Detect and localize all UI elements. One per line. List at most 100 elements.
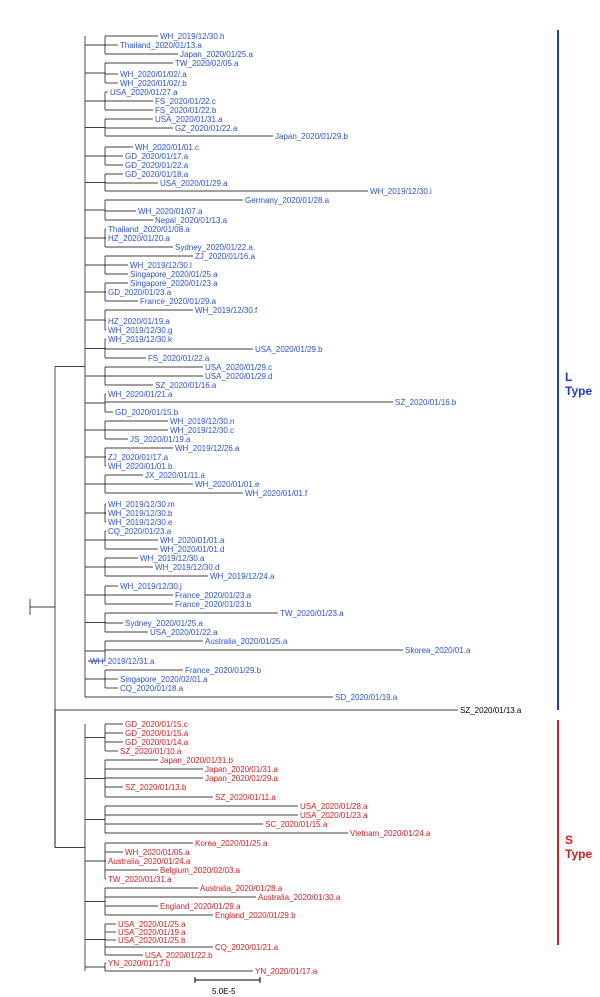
tip-label: Singapore_2020/02/01.a bbox=[120, 675, 208, 684]
tip-label: France_2020/01/23.a bbox=[175, 591, 251, 600]
tip-label: CQ_2020/01/23.a bbox=[108, 527, 171, 536]
tip-label: SZ_2020/01/13.a bbox=[460, 706, 521, 715]
tip-label: Australia_2020/01/30.a bbox=[258, 893, 340, 902]
tip-label: Japan_2020/01/31.b bbox=[160, 756, 233, 765]
tip-label: USA_2020/01/29.a bbox=[160, 179, 228, 188]
tip-label: TW_2020/01/31.a bbox=[108, 875, 172, 884]
tip-label: GD_2020/01/15.a bbox=[125, 729, 188, 738]
tip-label: WH_2020/01/01.d bbox=[160, 545, 225, 554]
tip-label: WH_2020/01/01.e bbox=[195, 480, 260, 489]
s-type-label: S Type bbox=[565, 833, 600, 861]
tip-label: WH_2020/01/01.a bbox=[160, 536, 225, 545]
tip-label: WH_2019/12/30.h bbox=[160, 32, 225, 41]
tip-label: WH_2020/01/02/.a bbox=[120, 70, 187, 79]
tip-label: USA_2020/01/28.a bbox=[300, 802, 368, 811]
tip-label: Australia_2020/01/25.a bbox=[205, 637, 287, 646]
tip-label: USA_2020/01/25.b bbox=[118, 936, 186, 945]
tip-label: USA_2020/01/29.d bbox=[205, 372, 273, 381]
tip-label: GD_2020/01/18.a bbox=[125, 170, 188, 179]
tip-label: Korea_2020/01/25.a bbox=[195, 839, 268, 848]
tip-label: CQ_2020/01/21.a bbox=[215, 943, 278, 952]
tip-label: Skorea_2020/01.a bbox=[405, 646, 470, 655]
tip-label: Belgium_2020/02/03.a bbox=[160, 866, 240, 875]
tip-label: WH_2019/12/30.l bbox=[130, 261, 192, 270]
tip-label: Singapore_2020/01/25.a bbox=[130, 270, 218, 279]
tip-label: USA_2020/01/27.a bbox=[110, 88, 178, 97]
phylo-tree-svg bbox=[0, 0, 600, 997]
tip-label: SZ_2020/01/13.b bbox=[125, 783, 186, 792]
tip-label: WH_2020/01/01.f bbox=[245, 489, 307, 498]
tip-label: GD_2020/01/23.a bbox=[108, 288, 171, 297]
tip-label: England_2020/01/29.a bbox=[160, 902, 241, 911]
tip-label: WH_2020/01/21.a bbox=[108, 390, 173, 399]
tip-label: Sydney_2020/01/22.a bbox=[175, 243, 253, 252]
tip-label: TW_2020/01/23.a bbox=[280, 609, 344, 618]
tip-label: WH_2019/12/30.j bbox=[120, 582, 182, 591]
tip-label: England_2020/01/29.b bbox=[215, 911, 296, 920]
l-type-label: L Type bbox=[565, 370, 600, 398]
tip-label: JS_2020/01/19.a bbox=[130, 435, 191, 444]
tip-label: WH_2019/12/30.g bbox=[108, 326, 173, 335]
tip-label: WH_2020/01/01.c bbox=[135, 143, 199, 152]
tip-label: WH_2019/12/30.e bbox=[108, 518, 173, 527]
tip-label: Australia_2020/01/28.a bbox=[200, 884, 282, 893]
tip-label: FS_2020/01/22.c bbox=[155, 97, 216, 106]
tip-label: WH_2019/12/24.a bbox=[210, 572, 275, 581]
tip-label: France_2020/01/23.b bbox=[175, 600, 251, 609]
tip-label: USA_2020/01/22.a bbox=[150, 628, 218, 637]
tip-label: FS_2020/01/22.b bbox=[155, 106, 216, 115]
tip-label: GD_2020/01/15.c bbox=[125, 720, 188, 729]
tip-label: JX_2020/01/11.a bbox=[145, 471, 205, 480]
tip-label: YN_2020/01/17.b bbox=[108, 959, 170, 968]
tip-label: SZ_2020/01/10.a bbox=[120, 747, 181, 756]
tip-label: SZ_2020/01/16.b bbox=[395, 398, 456, 407]
tip-label: WH_2019/12/30.m bbox=[108, 500, 175, 509]
tip-label: WH_2019/12/30.c bbox=[170, 426, 234, 435]
tip-label: WH_2019/12/31.a bbox=[90, 657, 155, 666]
tip-label: FS_2020/01/22.a bbox=[148, 354, 209, 363]
tip-label: Vietnam_2020/01/24.a bbox=[350, 829, 430, 838]
tip-label: TW_2020/02/05.a bbox=[175, 59, 239, 68]
tip-label: Singapore_2020/01/23.a bbox=[130, 279, 218, 288]
tip-label: WH_2019/12/30.k bbox=[108, 335, 172, 344]
tip-label: SC_2020/01/15.a bbox=[265, 820, 327, 829]
tip-label: YN_2020/01/17.a bbox=[255, 967, 317, 976]
tip-label: Japan_2020/01/31.a bbox=[205, 765, 278, 774]
tip-label: SZ_2020/01/16.a bbox=[155, 381, 216, 390]
tip-label: Germany_2020/01/28.a bbox=[245, 196, 329, 205]
tip-label: SZ_2020/01/11.a bbox=[215, 793, 276, 802]
tip-label: WH_2020/01/07.a bbox=[138, 207, 203, 216]
tip-label: WH_2019/12/30.d bbox=[155, 563, 220, 572]
tip-label: ZJ_2020/01/16.a bbox=[195, 252, 255, 261]
tip-label: SD_2020/01/19.a bbox=[335, 693, 397, 702]
tip-label: GD_2020/01/22.a bbox=[125, 161, 188, 170]
tip-label: WH_2019/12/30.f bbox=[195, 306, 257, 315]
tip-label: Japan_2020/01/25.a bbox=[180, 50, 253, 59]
tip-label: USA_2020/01/29.c bbox=[205, 363, 272, 372]
tip-label: HZ_2020/01/19.a bbox=[108, 317, 170, 326]
tip-label: WH_2019/12/30.i bbox=[370, 187, 432, 196]
tip-label: USA_2020/01/29.b bbox=[255, 345, 323, 354]
tip-label: CQ_2020/01/18.a bbox=[120, 684, 183, 693]
tip-label: GD_2020/01/17.a bbox=[125, 152, 188, 161]
tip-label: GD_2020/01/14.a bbox=[125, 738, 188, 747]
tip-label: WH_2019/12/26.a bbox=[175, 444, 240, 453]
tip-label: WH_2019/12/30.a bbox=[140, 554, 205, 563]
tip-label: France_2020/01/29.b bbox=[185, 666, 261, 675]
tip-label: WH_2020/01/01.b bbox=[108, 462, 173, 471]
tip-label: WH_2020/01/02/.b bbox=[120, 79, 187, 88]
tip-label: Sydney_2020/01/25.a bbox=[125, 619, 203, 628]
tip-label: WH_2019/12/30.b bbox=[108, 509, 173, 518]
tip-label: France_2020/01/29.a bbox=[140, 297, 216, 306]
tip-label: HZ_2020/01/20.a bbox=[108, 234, 170, 243]
tip-label: Thailand_2020/01/13.a bbox=[120, 41, 202, 50]
tip-label: Thailand_2020/01/08.a bbox=[108, 225, 190, 234]
tip-label: Australia_2020/01/24.a bbox=[108, 857, 190, 866]
tip-label: GD_2020/01/15.b bbox=[115, 408, 178, 417]
tip-label: USA_2020/01/23.a bbox=[300, 811, 368, 820]
tip-label: Nepal_2020/01/13.a bbox=[155, 216, 227, 225]
scale-bar-label: 5.0E-5 bbox=[212, 987, 236, 996]
tip-label: USA_2020/01/31.a bbox=[155, 115, 223, 124]
tip-label: WH_2020/01/05.a bbox=[125, 848, 190, 857]
tip-label: GZ_2020/01/22.a bbox=[175, 124, 237, 133]
